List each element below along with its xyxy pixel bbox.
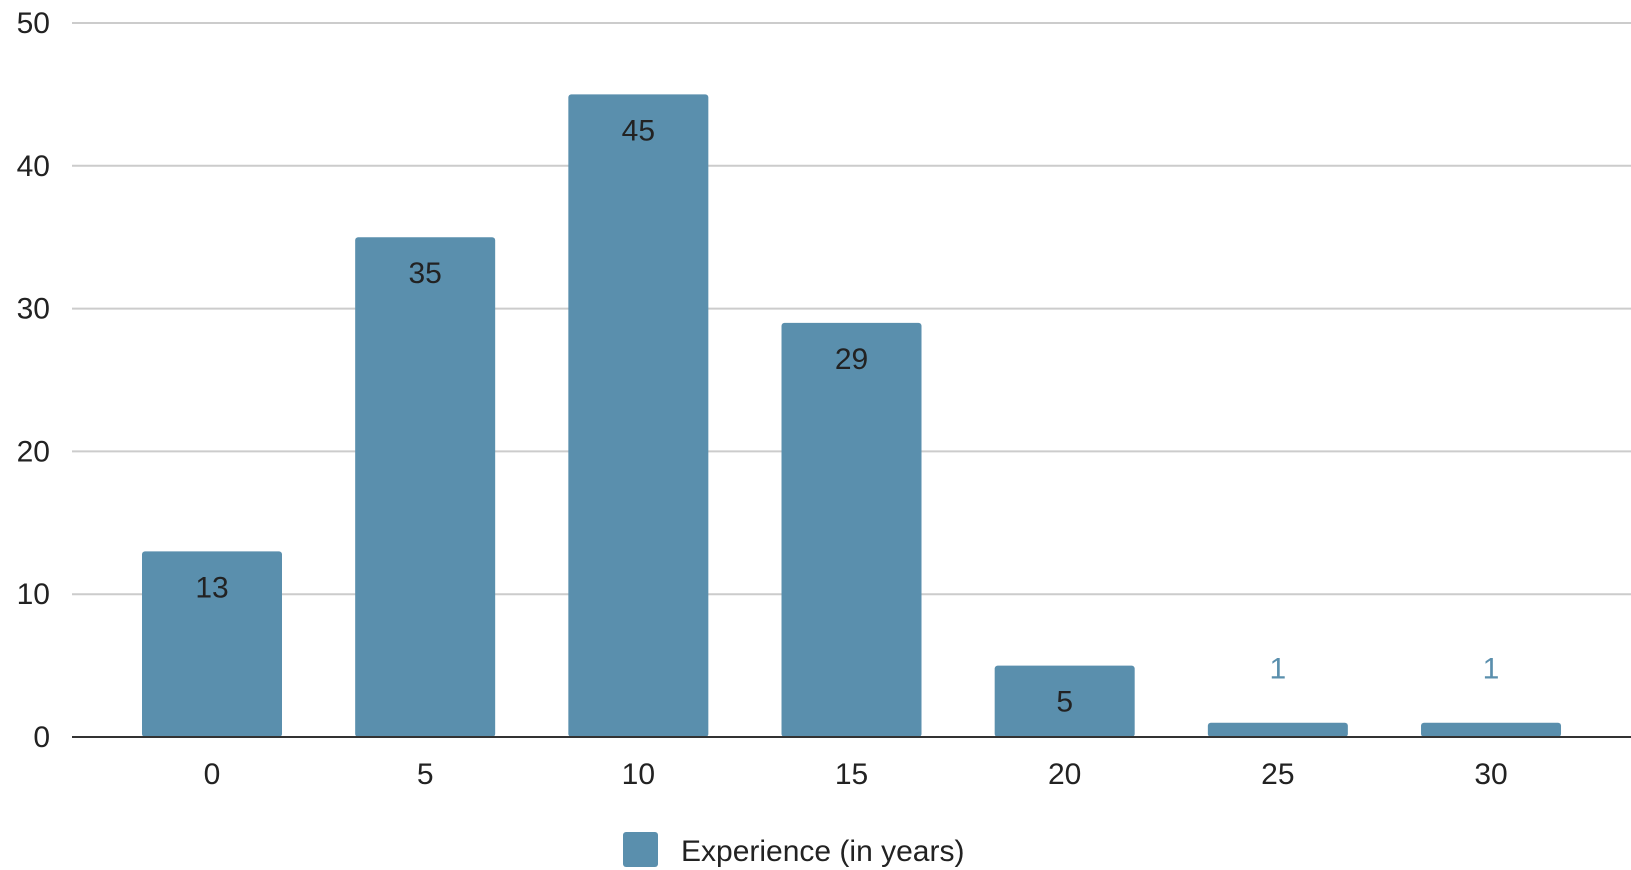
legend: Experience (in years): [623, 832, 964, 868]
y-tick-label: 0: [33, 721, 50, 754]
y-tick-label: 10: [17, 578, 50, 611]
x-tick-label: 25: [1261, 758, 1294, 791]
data-label: 1: [1270, 653, 1287, 686]
data-label: 35: [408, 257, 441, 290]
bar: [568, 94, 709, 737]
data-label: 1: [1483, 653, 1500, 686]
legend-label: Experience (in years): [681, 835, 964, 868]
y-tick-label: 50: [17, 7, 50, 40]
bar: [355, 237, 496, 737]
legend-swatch: [623, 832, 658, 867]
bar: [994, 665, 1135, 737]
x-tick-label: 0: [204, 758, 221, 791]
data-label: 45: [622, 114, 655, 147]
x-axis-ticks: 0 5 10 15 20 25 30: [204, 758, 1508, 791]
bar: [142, 551, 282, 737]
bar: [1421, 722, 1562, 737]
x-tick-label: 30: [1474, 758, 1507, 791]
y-axis-ticks: 0 10 20 30 40 50: [17, 7, 50, 754]
bars: [142, 94, 1562, 737]
y-tick-label: 40: [17, 150, 50, 183]
bar: [781, 322, 922, 737]
data-label: 13: [195, 571, 228, 604]
x-tick-label: 10: [622, 758, 655, 791]
bar: [1207, 722, 1348, 737]
data-label: 5: [1056, 686, 1073, 719]
data-labels: 13 35 45 29 5 1 1: [195, 114, 1499, 718]
data-label: 29: [835, 343, 868, 376]
x-tick-label: 20: [1048, 758, 1081, 791]
gridlines: [72, 22, 1631, 596]
x-tick-label: 5: [417, 758, 434, 791]
y-tick-label: 30: [17, 293, 50, 326]
y-tick-label: 20: [17, 435, 50, 468]
x-tick-label: 15: [835, 758, 868, 791]
